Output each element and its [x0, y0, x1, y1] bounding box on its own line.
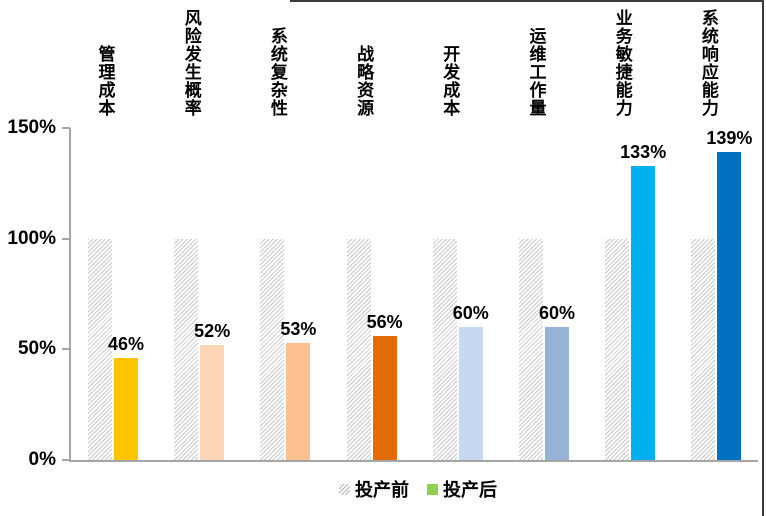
bar-after-production: [458, 327, 483, 460]
category-label: 管理成本: [98, 45, 116, 118]
legend-label-after: 投产后: [443, 480, 497, 500]
bar-before-production: [605, 238, 630, 460]
y-axis-tick: [62, 459, 70, 461]
bar-after-production: [372, 336, 397, 460]
category-label: 运维工作量: [529, 27, 547, 118]
frame-right-border: [762, 0, 764, 516]
bar-after-production: [286, 342, 311, 460]
y-axis-tick: [62, 237, 70, 240]
value-label: 56%: [366, 312, 403, 333]
bar-before-production: [519, 238, 543, 460]
value-label: 52%: [194, 320, 231, 341]
bar-after-production: [717, 152, 742, 460]
category-label: 系统复杂性: [270, 27, 288, 118]
bar-before-production: [432, 238, 457, 460]
bar-before-production: [346, 238, 371, 460]
value-label: 53%: [280, 318, 317, 339]
x-axis-line: [69, 460, 758, 462]
legend-item-before: 投产前: [339, 476, 409, 502]
bar-after-production: [631, 165, 656, 460]
y-axis-tick: [62, 127, 70, 129]
legend-swatch-hatched-icon: [339, 483, 350, 495]
category-label: 业务敏捷能力: [615, 9, 633, 118]
y-tick-label: 0%: [28, 449, 56, 470]
frame-top-border: [290, 0, 763, 2]
bar-after-production: [545, 327, 569, 460]
value-label: 139%: [706, 128, 753, 149]
y-tick-label: 100%: [7, 227, 56, 249]
category-label: 战略资源: [357, 45, 375, 118]
y-tick-label: 50%: [17, 338, 56, 360]
bar-before-production: [88, 238, 112, 460]
legend-item-after: 投产后: [427, 476, 497, 502]
bar-after-production: [200, 344, 225, 460]
category-label: 开发成本: [443, 45, 461, 118]
bar-before-production: [174, 238, 199, 460]
legend: 投产前 投产后: [70, 475, 766, 503]
value-label: 60%: [538, 303, 576, 324]
y-axis-line: [69, 128, 71, 462]
y-axis-tick: [62, 348, 70, 351]
bar-before-production: [260, 238, 285, 460]
legend-swatch-green-icon: [427, 483, 438, 495]
bar-after-production: [114, 358, 138, 460]
category-label: 风险发生概率: [184, 9, 202, 118]
bar-before-production: [691, 238, 716, 460]
y-tick-label: 150%: [7, 117, 56, 138]
category-label: 系统响应能力: [701, 9, 719, 118]
value-label: 133%: [620, 141, 667, 162]
value-label: 60%: [452, 303, 489, 324]
value-label: 46%: [107, 334, 145, 355]
legend-label-before: 投产前: [355, 480, 409, 500]
